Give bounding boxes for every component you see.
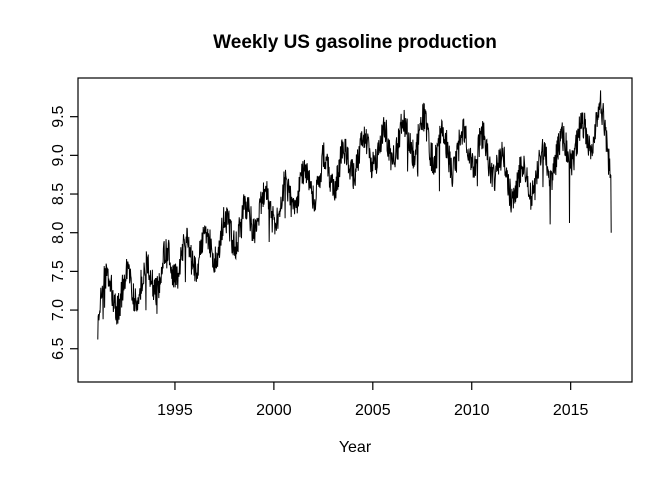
y-tick-label: 9.5 (50, 105, 67, 127)
y-tick-label: 8.5 (50, 183, 67, 205)
y-tick-label: 7.0 (50, 299, 67, 321)
x-tick-label: 1995 (157, 402, 193, 419)
x-tick-label: 2015 (553, 402, 589, 419)
y-axis: 6.5 7.0 7.5 8.0 8.5 9.0 9.5 (50, 105, 78, 360)
x-tick-label: 2005 (355, 402, 391, 419)
y-tick-label: 9.0 (50, 144, 67, 166)
x-tick-label: 2010 (454, 402, 490, 419)
x-axis: 1995 2000 2005 2010 2015 (157, 382, 589, 419)
x-axis-title: Year (339, 439, 372, 456)
plot-box (77, 77, 633, 383)
chart-title: Weekly US gasoline production (213, 32, 497, 53)
y-tick-label: 8.0 (50, 221, 67, 243)
data-series-group (97, 90, 612, 340)
y-tick-label: 6.5 (50, 338, 67, 360)
x-tick-label: 2000 (256, 402, 292, 419)
y-tick-label: 7.5 (50, 260, 67, 282)
gasoline-series-line (97, 90, 612, 340)
